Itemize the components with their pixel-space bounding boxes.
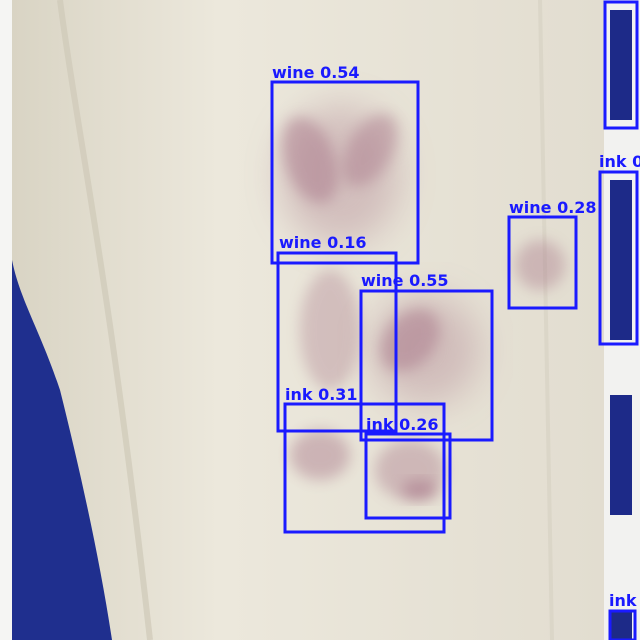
detection-label: wine 0.55 [361,271,449,290]
detection-top-right [603,0,639,130]
detection-label: ink [609,591,637,610]
detection-label: ink 0.31 [285,385,358,404]
bounding-box [283,402,446,534]
detection-label: wine 0.16 [279,233,367,252]
bounding-box [598,170,639,346]
detection-label: ink 0 [599,152,640,171]
detection-ink-031: ink 0.31 [283,385,446,534]
detection-label: ink 0.26 [366,415,439,434]
left-edge-strip [0,0,12,640]
bounding-box [364,432,452,520]
detection-boxes: wine 0.54 wine 0.16 wine 0.55 wine 0.28 … [270,0,640,640]
bounding-box [507,215,578,310]
detection-wine-054: wine 0.54 [270,63,420,265]
bounding-box [608,609,637,640]
detection-wine-055: wine 0.55 [359,271,494,442]
bounding-box [276,251,398,433]
detection-ink-026: ink 0.26 [364,415,452,520]
detection-wine-028: wine 0.28 [507,198,597,310]
cloth-fold [538,0,554,640]
detection-label: wine 0.28 [509,198,597,217]
bounding-box [359,289,494,442]
bounding-box [603,0,639,130]
detection-label: wine 0.54 [272,63,360,82]
right-edge-strips [604,0,640,640]
cloth-seam [57,0,153,640]
detection-ink-bottom: ink [608,591,637,640]
detection-ink-right: ink 0 [598,152,640,346]
bounding-box [270,80,420,265]
detection-wine-016: wine 0.16 [276,233,398,433]
